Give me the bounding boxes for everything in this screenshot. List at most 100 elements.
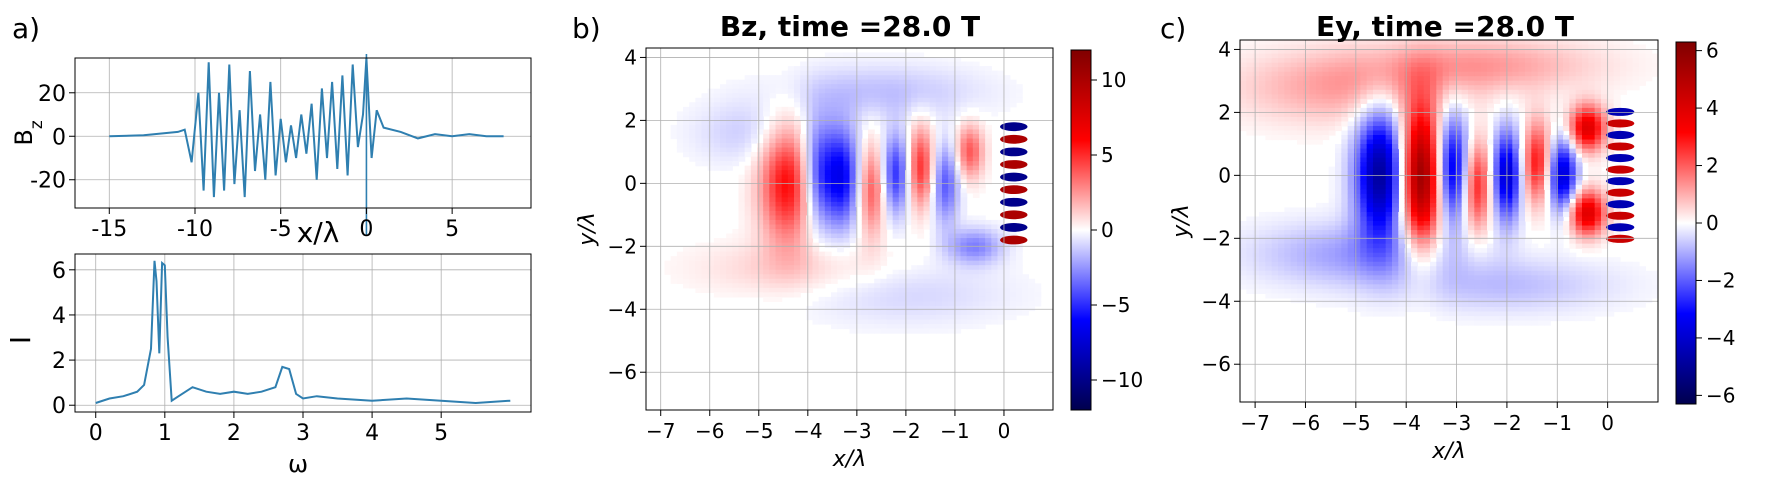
heat-cell [991,106,999,112]
heat-cell [1499,94,1507,100]
heat-cell [880,88,888,94]
heat-cell [1455,230,1463,236]
heat-cell [892,210,900,217]
heat-cell [960,93,968,99]
heat-cell [1309,248,1317,254]
heat-cell [861,328,869,334]
heat-cell [812,256,820,262]
heat-cell [948,188,955,194]
heat-cell [874,287,881,293]
x-tick-label: −3 [842,419,871,443]
heat-cell [812,57,820,63]
heat-cell [1468,157,1475,163]
heat-cell [1354,293,1361,299]
heat-cell [1290,40,1298,46]
heat-cell [942,265,949,271]
heat-cell [954,301,962,307]
heat-cell [1322,53,1330,59]
heat-cell [769,256,777,262]
heat-cell [849,161,857,167]
heat-cell [1436,279,1444,285]
heat-cell [1335,302,1342,308]
heat-cell [898,287,906,293]
heat-cell [831,88,838,94]
heat-cell [1449,112,1456,118]
heat-cell [1278,103,1285,109]
heat-cell [1003,310,1011,316]
heat-cell [1449,198,1456,204]
heat-cell [917,88,925,94]
heat-cell [972,170,980,176]
heat-cell [1354,44,1361,50]
heat-cell [1398,94,1406,100]
heat-cell [979,251,986,257]
heat-cell [1341,76,1349,82]
heat-cell [750,120,758,126]
heat-cell [966,278,974,284]
heat-cell [1392,202,1399,209]
heat-cell [1392,148,1399,154]
heat-cell [861,70,869,76]
heat-cell [744,215,752,221]
heat-cell [806,251,814,257]
heat-cell [1354,202,1361,209]
heat-cell [1360,62,1368,68]
heat-cell [1449,71,1456,77]
heat-cell [1003,102,1011,108]
heat-cell [917,224,925,230]
heat-cell [1411,266,1418,272]
heat-cell [769,138,777,144]
heat-cell [769,206,777,212]
heat-cell [892,215,900,221]
heat-cell [1449,275,1456,281]
heat-cell [849,170,857,176]
heat-cell [1480,98,1488,104]
heat-cell [1303,40,1311,46]
heat-cell [1278,275,1285,281]
heat-cell [991,88,999,94]
heat-cell [781,283,789,289]
heat-cell [1436,266,1444,272]
heat-cell [874,133,881,140]
heat-cell [935,133,943,140]
heat-cell [1259,53,1266,59]
heat-cell [861,206,869,212]
heat-cell [707,133,715,140]
heat-cell [880,310,888,316]
heat-cell [1430,202,1437,209]
heat-cell [837,183,844,189]
heat-cell [720,88,727,94]
heat-cell [824,70,832,76]
heat-cell [1360,53,1368,59]
heat-cell [1480,135,1488,141]
heat-cell [1474,316,1482,322]
heat-cell [1411,297,1418,304]
heat-cell [948,269,955,275]
heat-cell [948,88,955,94]
heat-cell [757,265,764,271]
heat-cell [1284,40,1292,46]
heat-cell [855,120,863,126]
heat-cell [1259,288,1266,295]
heat-cell [831,52,838,58]
heat-cell [1284,62,1292,68]
heat-cell [1354,302,1361,308]
heat-cell [948,102,955,108]
heat-cell [1404,207,1412,213]
heat-cell [713,161,721,167]
heat-cell [1322,121,1330,127]
heat-cell [800,111,807,117]
heat-cell [886,328,894,334]
heat-cell [1404,103,1412,109]
heat-cell [979,138,986,144]
heat-cell [1335,275,1342,281]
heat-cell [985,138,992,144]
heat-cell [831,197,838,203]
heat-cell [1468,306,1475,313]
heat-cell [1480,320,1488,326]
heat-cell [781,165,789,171]
heat-cell [1449,270,1456,276]
heat-cell [812,165,820,171]
heat-cell [911,57,918,63]
heat-cell [720,247,727,253]
